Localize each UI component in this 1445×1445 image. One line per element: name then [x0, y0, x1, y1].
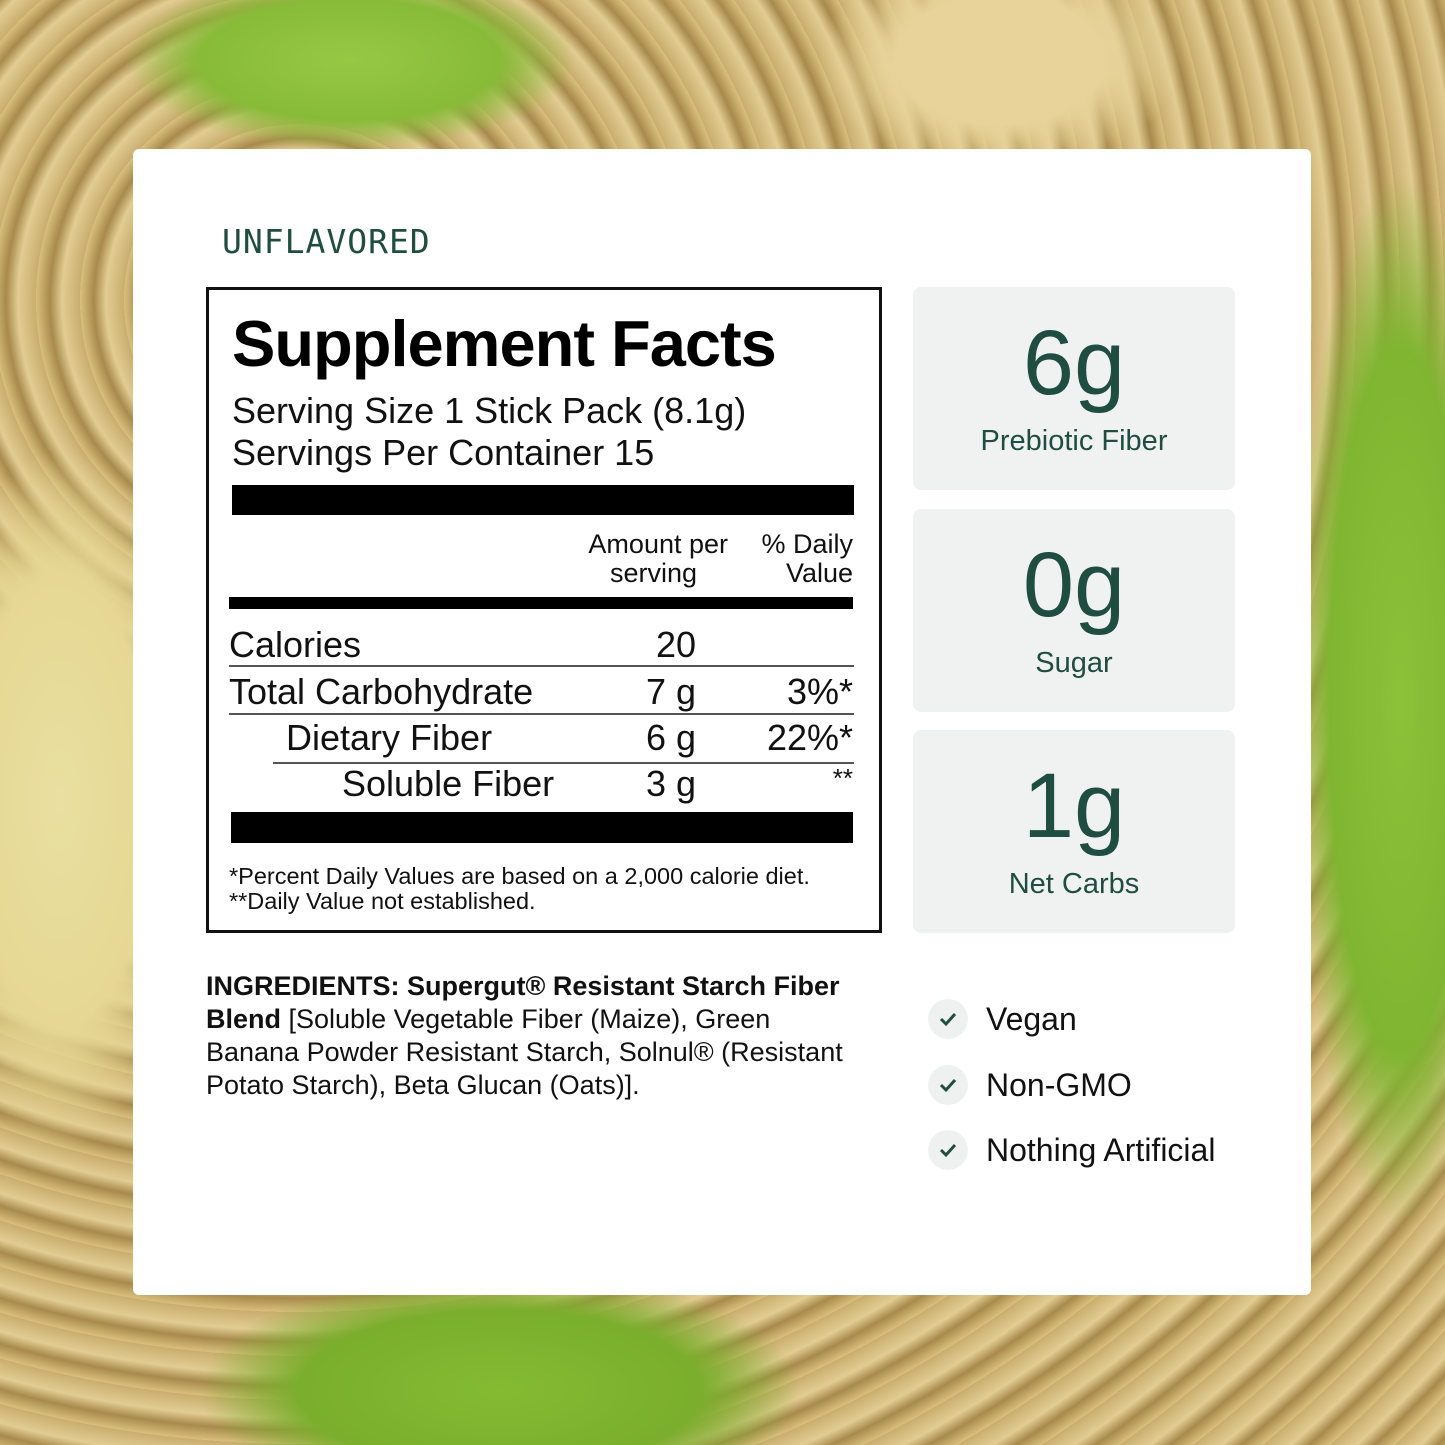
thick-divider — [231, 812, 853, 843]
claim-vegan: Vegan — [928, 997, 1258, 1041]
claim-label: Vegan — [986, 1000, 1077, 1037]
thick-divider — [232, 485, 854, 515]
stat-label: Sugar — [1035, 647, 1113, 679]
row-amount: 7 g — [645, 671, 696, 712]
dv-header: % Daily Value — [761, 530, 853, 588]
stat-value: 1g — [1022, 755, 1126, 857]
amount-header: Amount per serving — [588, 530, 728, 588]
footnotes: *Percent Daily Values are based on a 2,0… — [229, 864, 810, 914]
amount-header-line: serving — [609, 558, 697, 588]
supplement-facts-panel — [206, 287, 882, 933]
flavor-label: UNFLAVORED — [222, 222, 431, 261]
stat-card-sugar: 0g Sugar — [913, 509, 1235, 712]
claim-label: Nothing Artificial — [986, 1131, 1216, 1168]
ingredients-text: [Soluble Vegetable Fiber (Maize), Green … — [206, 1004, 843, 1100]
row-dv: ** — [832, 763, 853, 793]
claim-nothing-artificial: Nothing Artificial — [928, 1128, 1258, 1172]
ingredients: INGREDIENTS: Supergut® Resistant Starch … — [206, 970, 866, 1102]
serving-size: Serving Size 1 Stick Pack (8.1g) — [232, 390, 747, 431]
servings-per-container: Servings Per Container 15 — [232, 432, 655, 473]
row-divider — [229, 665, 854, 667]
dv-header-line: Value — [785, 558, 853, 588]
row-label: Dietary Fiber — [286, 717, 493, 758]
row-dv: 3%* — [786, 671, 853, 712]
stat-value: 6g — [1022, 312, 1126, 414]
claim-non-gmo: Non-GMO — [928, 1063, 1258, 1107]
row-amount: 6 g — [645, 717, 696, 758]
amount-header-line: Amount per — [588, 529, 728, 559]
row-label: Soluble Fiber — [342, 763, 555, 804]
check-icon — [928, 999, 968, 1039]
claim-label: Non-GMO — [986, 1066, 1132, 1103]
stat-label: Net Carbs — [1008, 868, 1140, 900]
row-divider — [229, 713, 854, 715]
footnote: *Percent Daily Values are based on a 2,0… — [229, 863, 810, 889]
footnote: **Daily Value not established. — [229, 888, 536, 914]
stat-card-net-carbs: 1g Net Carbs — [913, 730, 1235, 933]
check-icon — [928, 1130, 968, 1170]
row-label: Total Carbohydrate — [229, 671, 534, 712]
check-icon — [928, 1065, 968, 1105]
row-divider — [273, 762, 854, 764]
stat-label: Prebiotic Fiber — [980, 425, 1168, 457]
facts-title: Supplement Facts — [232, 307, 777, 380]
stat-card-prebiotic-fiber: 6g Prebiotic Fiber — [913, 287, 1235, 490]
dv-header-line: % Daily — [761, 529, 853, 559]
row-amount: 20 — [655, 624, 696, 665]
ingredients-heading: INGREDIENTS: Supergut® Resistant Starch … — [206, 971, 840, 1034]
row-dv: 22%* — [766, 717, 853, 758]
row-amount: 3 g — [645, 763, 696, 804]
medium-divider — [229, 597, 853, 609]
row-label: Calories — [229, 624, 362, 665]
stat-value: 0g — [1022, 534, 1126, 636]
